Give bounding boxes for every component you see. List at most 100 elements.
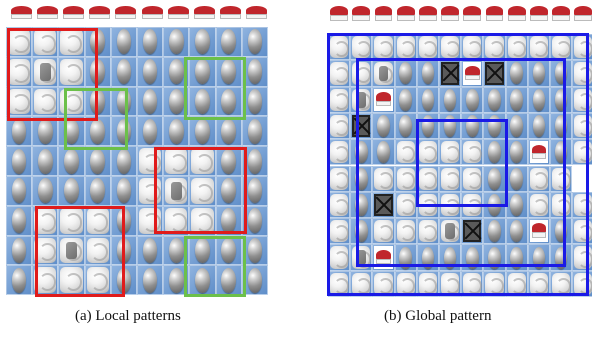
egg-candy xyxy=(64,178,79,204)
cake-base xyxy=(194,14,215,19)
cream-tile xyxy=(330,88,349,111)
cream-tile xyxy=(529,167,549,190)
cream-tile xyxy=(86,237,109,264)
cake-icon xyxy=(439,3,461,25)
cake-top xyxy=(463,6,482,17)
egg-candy xyxy=(510,167,523,190)
cream-tile xyxy=(396,36,416,59)
cake-base xyxy=(89,14,111,19)
red-box-right-middle xyxy=(154,147,247,234)
cream-tile xyxy=(8,29,31,55)
egg-candy xyxy=(421,246,435,269)
cream-tile xyxy=(86,207,109,234)
cake-icon xyxy=(374,89,392,111)
gray-block xyxy=(65,241,78,260)
egg-candy xyxy=(247,29,263,55)
egg-candy xyxy=(510,193,523,216)
cake-top xyxy=(194,6,215,15)
egg-candy xyxy=(221,59,237,85)
cake-icon xyxy=(113,3,139,23)
cake-top xyxy=(220,6,242,15)
cream-tile xyxy=(418,141,438,164)
cream-tile xyxy=(330,167,349,190)
cake-icon xyxy=(417,3,439,25)
chocolate-block xyxy=(463,220,482,243)
cream-tile xyxy=(34,267,57,294)
egg-candy xyxy=(221,29,237,55)
egg-candy xyxy=(221,88,237,114)
egg-candy xyxy=(510,62,523,85)
cake-base xyxy=(115,14,137,19)
red-box-top-left xyxy=(7,28,98,121)
egg-candy xyxy=(443,246,457,269)
egg-candy xyxy=(510,220,523,243)
egg-candy xyxy=(221,178,237,204)
cream-tile xyxy=(86,267,109,294)
egg-candy xyxy=(247,118,263,144)
cake-icon xyxy=(350,3,372,25)
cream-tile xyxy=(165,207,188,234)
cake-top xyxy=(10,6,32,15)
cream-tile xyxy=(441,36,460,59)
cake-top xyxy=(552,6,570,17)
egg-candy xyxy=(421,88,435,111)
cake-icon xyxy=(530,141,548,163)
caption-b: (b) Global pattern xyxy=(384,308,492,324)
gray-block xyxy=(445,223,455,240)
cake-top xyxy=(531,144,547,155)
cake-icon xyxy=(463,62,481,84)
cake-base xyxy=(552,15,570,21)
egg-candy xyxy=(377,115,390,138)
egg-candy xyxy=(247,178,263,204)
chocolate-block xyxy=(485,62,504,85)
egg-candy xyxy=(488,141,501,164)
cake-icon xyxy=(372,3,394,25)
cake-base xyxy=(376,258,391,265)
cream-tile xyxy=(418,220,438,243)
cream-tile xyxy=(191,207,214,234)
egg-candy xyxy=(116,29,132,55)
cake-top xyxy=(485,6,504,17)
cake-icon xyxy=(572,3,592,25)
cream-tile xyxy=(60,58,83,85)
cream-tile xyxy=(485,36,505,59)
cake-base xyxy=(220,14,242,19)
egg-candy xyxy=(488,246,501,269)
egg-candy xyxy=(168,59,184,85)
egg-candy xyxy=(64,148,79,174)
egg-candy xyxy=(221,208,237,234)
cream-tile xyxy=(330,220,349,243)
egg-candy xyxy=(488,88,501,111)
chocolate-block xyxy=(441,62,460,85)
egg-candy xyxy=(11,267,27,293)
cake-top xyxy=(352,6,371,17)
egg-candy xyxy=(37,148,53,174)
egg-candy xyxy=(195,237,210,263)
cream-tile xyxy=(34,29,57,55)
cream-tile xyxy=(374,36,394,59)
cake-icon xyxy=(60,3,86,23)
cream-tile xyxy=(60,207,83,234)
cream-tile xyxy=(191,178,214,204)
cream-tile xyxy=(396,193,416,217)
blue-box-spiral-top xyxy=(356,58,566,267)
cake-top xyxy=(246,6,268,15)
cream-tile xyxy=(34,237,57,264)
cake-top xyxy=(376,91,391,102)
cake-icon xyxy=(530,220,548,242)
cake-top xyxy=(167,6,189,15)
cream-tile xyxy=(507,36,527,59)
egg-candy xyxy=(399,88,412,111)
cream-tile xyxy=(34,88,57,115)
cake-top xyxy=(531,223,547,234)
cake-top xyxy=(374,6,393,17)
caption-a: (a) Local patterns xyxy=(75,308,181,324)
cream-tile xyxy=(529,193,549,217)
gray-block xyxy=(39,62,52,81)
egg-candy xyxy=(443,88,457,111)
egg-candy xyxy=(466,246,479,269)
cake-base xyxy=(63,14,84,19)
cake-icon xyxy=(395,3,417,25)
cake-top xyxy=(419,6,437,17)
egg-candy xyxy=(532,246,546,269)
